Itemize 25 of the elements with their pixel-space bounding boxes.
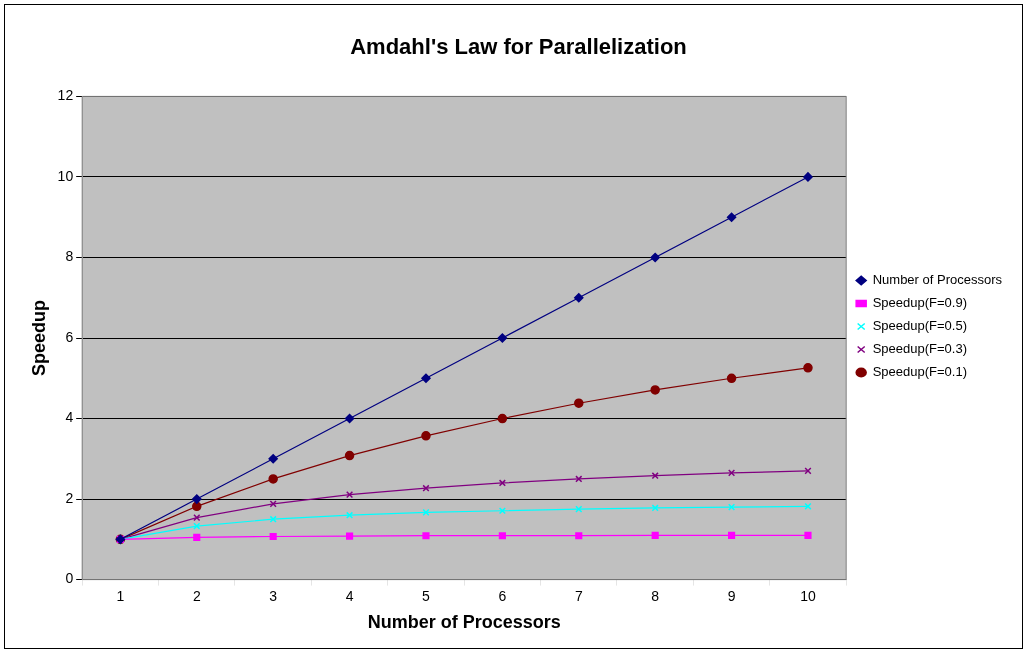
- x-tick-label: 6: [498, 587, 507, 604]
- legend-label: Speedup(F=0.1): [872, 364, 968, 380]
- x-tick-label: 10: [800, 587, 816, 604]
- y-tick-label: 2: [65, 489, 74, 506]
- y-tick-label: 0: [65, 570, 74, 587]
- x-tick-label: 1: [116, 587, 125, 604]
- y-tick-label: 12: [57, 87, 74, 104]
- y-axis-title: Speedup: [28, 299, 49, 377]
- legend-label: Number of Processors: [872, 272, 1003, 288]
- y-tick-label: 4: [65, 409, 74, 426]
- y-tick-label: 10: [57, 167, 74, 184]
- legend-label: Speedup(F=0.9): [872, 295, 968, 311]
- x-tick-label: 9: [727, 587, 736, 604]
- x-tick-label: 5: [422, 587, 431, 604]
- legend-label: Speedup(F=0.5): [872, 318, 968, 334]
- x-tick-label: 4: [345, 587, 354, 604]
- chart-title: Amdahl's Law for Parallelization: [350, 34, 687, 60]
- legend-label: Speedup(F=0.3): [872, 341, 968, 357]
- x-tick-label: 2: [192, 587, 201, 604]
- y-tick-label: 6: [65, 328, 74, 345]
- x-tick-label: 8: [651, 587, 660, 604]
- x-axis-title: Number of Processors: [367, 612, 561, 633]
- x-tick-label: 7: [574, 587, 583, 604]
- y-tick-label: 8: [65, 248, 74, 265]
- x-tick-label: 3: [269, 587, 278, 604]
